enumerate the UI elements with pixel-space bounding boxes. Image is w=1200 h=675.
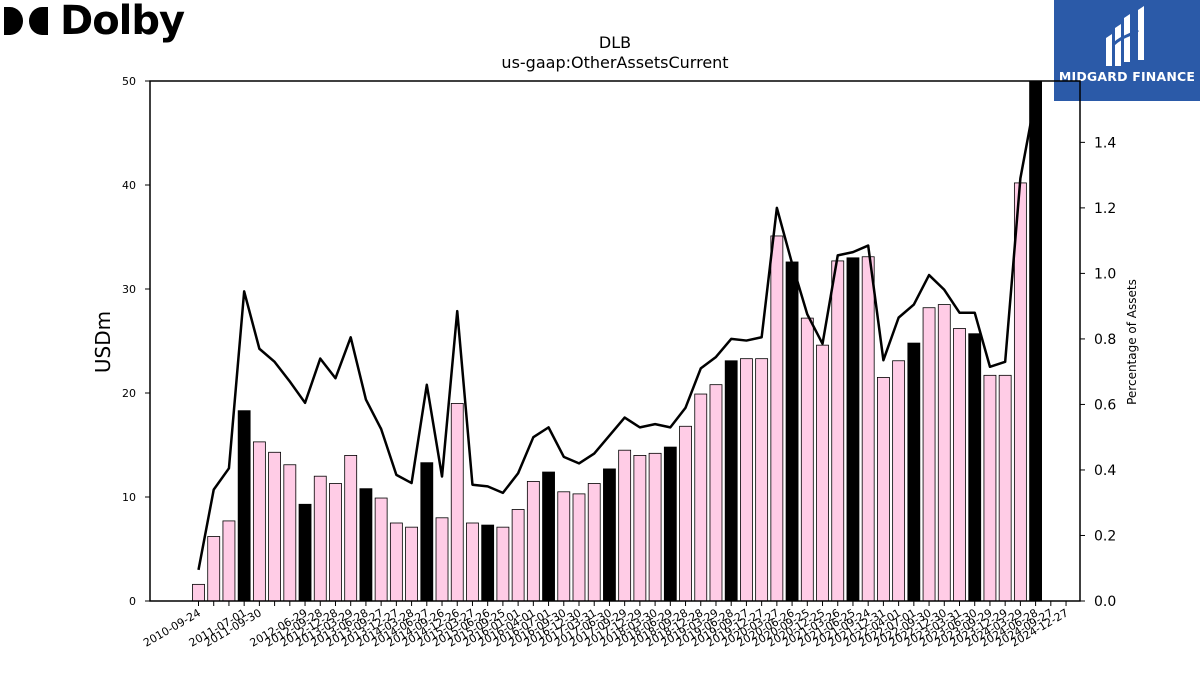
y2-tick-label: 0.2 — [1094, 528, 1116, 544]
y-tick-label: 20 — [122, 387, 136, 400]
chart-subtitle: us-gaap:OtherAssetsCurrent — [501, 53, 728, 72]
chart-title: DLB — [599, 33, 631, 52]
bar-2014-03-28 — [405, 526, 418, 602]
bar-2012-03-30 — [283, 464, 297, 602]
bar-2023-09-29 — [983, 374, 997, 602]
y2-tick-label: 0.6 — [1094, 397, 1116, 413]
bar-2018-12-28 — [694, 393, 708, 602]
bar-2016-09-30 — [557, 491, 571, 602]
y2-tick-label: 1.0 — [1094, 266, 1116, 282]
bar-2016-07-01 — [542, 471, 555, 602]
bar-2023-12-29 — [998, 374, 1012, 602]
bar-2015-06-26 — [481, 524, 495, 602]
bar-2010-09-24 — [192, 583, 205, 602]
y2-axis-label: Percentage of Assets — [1125, 279, 1139, 405]
y-tick-label: 30 — [122, 283, 136, 296]
bar-2019-03-29 — [709, 384, 723, 602]
bar-2010-12-31 — [207, 536, 221, 602]
bar-2017-12-29 — [633, 454, 647, 602]
bar-2016-12-30 — [572, 493, 586, 602]
bar-2020-06-26 — [785, 261, 799, 602]
bar-2019-06-28 — [724, 360, 738, 602]
dolby-double-d-icon — [4, 7, 48, 35]
bar-2022-09-30 — [922, 307, 936, 602]
y2-tick-label: 1.2 — [1094, 201, 1116, 217]
bar-2011-09-30 — [252, 441, 266, 602]
bar-2018-06-29 — [663, 446, 677, 602]
y2-tick-label: 0.4 — [1094, 463, 1116, 479]
y2-tick-label: 0.8 — [1094, 332, 1116, 348]
midgard-wordmark: MIDGARD FINANCE — [1058, 69, 1196, 84]
bar-2012-06-29 — [298, 503, 312, 602]
bar-series — [192, 80, 1042, 602]
midgard-finance-logo: MIDGARD FINANCE — [1054, 0, 1200, 101]
plot-frame — [149, 80, 1081, 602]
bar-2011-07-01 — [237, 410, 251, 602]
bar-2022-12-30 — [937, 304, 951, 602]
bar-2012-09-28 — [313, 475, 327, 602]
bar-2014-09-26 — [435, 517, 449, 602]
bar-2017-03-31 — [587, 483, 601, 602]
bar-2018-03-30 — [648, 452, 662, 602]
bar-2011-12-30 — [268, 451, 282, 602]
bar-2013-03-29 — [344, 454, 358, 602]
bar-2020-03-27 — [770, 235, 784, 602]
bar-2011-04-01 — [222, 520, 236, 602]
bar-2021-06-25 — [846, 257, 860, 602]
bar-2013-06-28 — [359, 488, 373, 602]
y2-tick-label: 0.0 — [1094, 594, 1116, 610]
dolby-wordmark: Dolby — [60, 0, 185, 44]
bar-2021-09-24 — [861, 256, 875, 602]
bar-2021-03-26 — [831, 260, 845, 602]
pct-assets-line — [197, 96, 1037, 571]
bar-2015-09-25 — [496, 526, 510, 602]
y-tick-label: 10 — [122, 491, 136, 504]
y-tick-label: 50 — [122, 75, 136, 88]
bar-2022-07-01 — [907, 342, 921, 602]
bar-2024-06-28 — [1029, 80, 1042, 602]
bar-2016-04-01 — [526, 480, 540, 602]
bar-2019-12-27 — [755, 358, 769, 602]
y2-tick-label: 1.4 — [1094, 135, 1116, 151]
bar-2017-06-30 — [603, 468, 616, 602]
bar-2021-12-31 — [877, 376, 890, 602]
bar-2013-12-27 — [389, 522, 403, 602]
bar-2020-12-25 — [816, 344, 829, 602]
bar-2014-12-26 — [450, 402, 464, 602]
y-axis-label: USDm — [91, 311, 115, 373]
midgard-emblem-icon — [1106, 6, 1144, 66]
bar-2019-09-27 — [740, 358, 753, 602]
bar-2014-06-27 — [420, 462, 434, 602]
line-series — [197, 96, 1037, 571]
bar-2024-03-29 — [1013, 182, 1027, 602]
bar-2020-09-25 — [800, 317, 814, 602]
bar-2012-12-28 — [329, 483, 342, 602]
bar-2023-03-31 — [953, 328, 966, 602]
y-tick-label: 0 — [129, 595, 136, 608]
bar-2013-09-27 — [374, 497, 388, 602]
bar-2015-03-27 — [466, 522, 479, 602]
bar-2022-04-01 — [892, 360, 906, 602]
bar-2023-06-30 — [968, 333, 982, 602]
bar-2018-09-28 — [679, 425, 692, 602]
y-tick-label: 40 — [122, 179, 136, 192]
dolby-logo: Dolby — [4, 0, 185, 46]
bar-2016-01-01 — [511, 509, 525, 602]
bar-2017-09-29 — [618, 449, 632, 602]
